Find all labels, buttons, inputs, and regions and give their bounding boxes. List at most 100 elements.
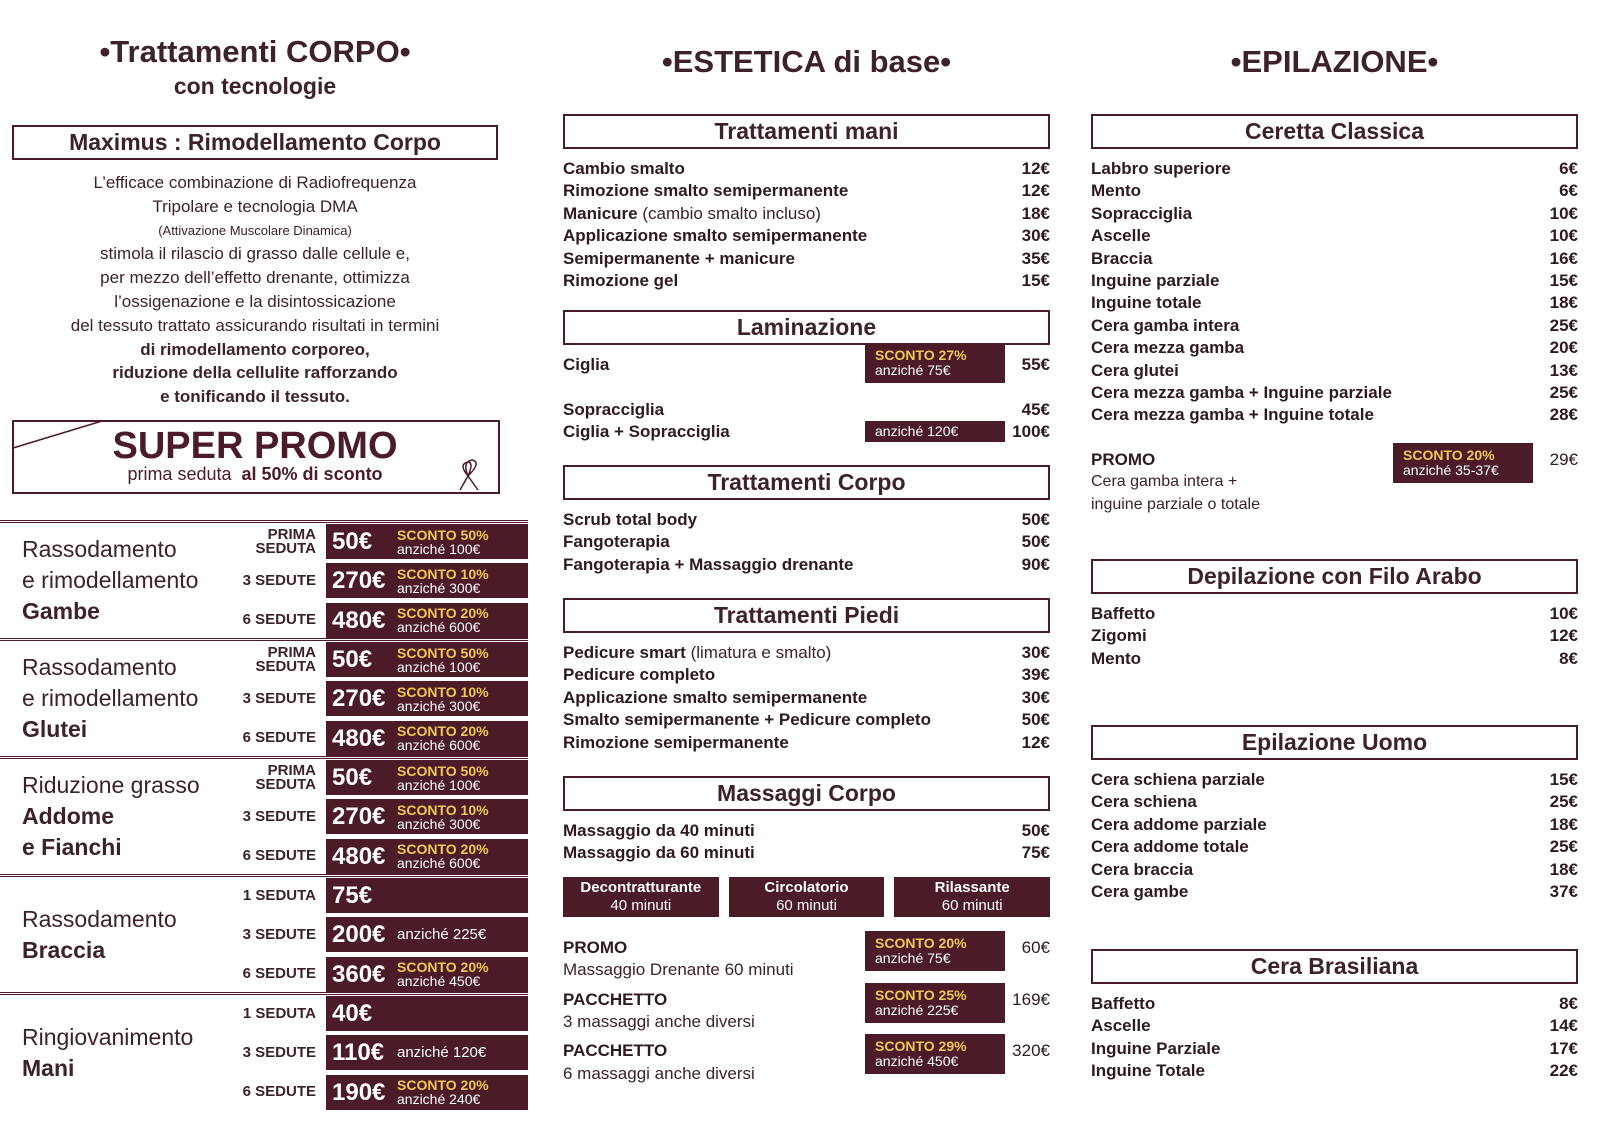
original-price: anziché 100€ (397, 776, 481, 793)
discount-label: SCONTO 20% (397, 1077, 489, 1094)
price: 50€ (332, 528, 373, 555)
treatment-name-bold: e Fianchi (22, 834, 122, 860)
treatment-name-bold: Addome (22, 803, 114, 829)
price-row: Rimozione gel 15€ (563, 270, 1050, 292)
description-line: l’ossigenazione e la disintossicazione (114, 291, 396, 311)
original-price: anziché 300€ (397, 579, 481, 596)
treatment-name-bold: Mani (22, 1054, 75, 1081)
original-price: anziché 240€ (397, 1091, 481, 1108)
discount-label: SCONTO 20% (397, 605, 489, 622)
item-name: Fangoterapia (563, 532, 670, 552)
price: 50€ (332, 764, 373, 791)
original-price: anziché 75€ (875, 949, 951, 966)
item-price: 30€ (1021, 226, 1050, 246)
item-price: 37€ (1549, 881, 1578, 901)
original-price: anziché 100€ (397, 658, 481, 675)
item-price: 50€ (1021, 821, 1050, 840)
section-heading: Cera Brasiliana (1091, 949, 1578, 984)
massage-type: Decontratturante 40 minuti (563, 876, 719, 917)
item-price: 18€ (1021, 203, 1050, 223)
price-row: Zigomi 12€ (1091, 625, 1578, 647)
discount-label: SCONTO 50% (397, 644, 489, 661)
price-box: 50€ SCONTO 50% anziché 100€ (326, 760, 528, 795)
massage-type-duration: 60 minuti (941, 896, 1003, 914)
treatment-row: 3 SEDUTE 270€ SCONTO 10% anziché 300€ (0, 562, 528, 599)
item-name: Cera schiena (1091, 792, 1197, 812)
item-price: 15€ (1549, 270, 1578, 290)
treatment-row: 6 SEDUTE 480€ SCONTO 20% anziché 600€ (0, 838, 528, 875)
original-price: anziché 225€ (397, 925, 487, 943)
treatment-row: PRIMA SEDUTA 50€ SCONTO 50% anziché 100€ (0, 641, 528, 678)
sessions-line: 3 SEDUTE (242, 571, 316, 589)
price-row: Pedicure completo 39€ (563, 664, 1050, 686)
item-price: 8€ (1559, 648, 1578, 668)
section: Trattamenti Corpo Scrub total body 50€ Fang… (563, 465, 1050, 576)
item-price: 12€ (1021, 732, 1050, 752)
original-price: anziché 600€ (397, 619, 481, 636)
price-box: 270€ SCONTO 10% anziché 300€ (326, 563, 528, 599)
price-row: Sopracciglia 45€ (563, 399, 1050, 421)
section-heading: Depilazione con Filo Arabo (1091, 559, 1578, 594)
sessions: 3 SEDUTE (243, 1034, 316, 1071)
sessions-line: 6 SEDUTE (242, 729, 316, 747)
price: 270€ (332, 567, 386, 595)
treatment-row: 3 SEDUTE 200€ anziché 225€ (0, 916, 528, 953)
item-price: 30€ (1021, 687, 1050, 707)
price-row: Cera mezza gamba + Inguine parziale 25€ (1091, 382, 1578, 404)
promo-text: 3 massaggi anche diversi (563, 1011, 755, 1031)
price: 190€ (332, 1078, 386, 1106)
description-line: del tessuto trattato assicurando risulta… (70, 315, 440, 335)
promo-row: PACCHETTO 6 massaggi anche diversi SCONTO … (563, 1034, 1050, 1089)
original-price: anziché 450€ (875, 1053, 959, 1070)
massage-type-duration: 40 minuti (610, 896, 672, 914)
discount-label: SCONTO 50% (397, 762, 489, 779)
price-box: 200€ anziché 225€ (326, 917, 528, 953)
item-price: 10€ (1549, 226, 1578, 246)
price-row: Baffetto 8€ (1091, 993, 1578, 1015)
discount-label: SCONTO 20% (397, 723, 489, 740)
item-name: Cera mezza gamba + Inguine parziale (1091, 382, 1392, 402)
item-price: 35€ (1021, 248, 1050, 268)
treatment-row: PRIMA SEDUTA 50€ SCONTO 50% anziché 100€ (0, 759, 528, 796)
discount-label: SCONTO 25% (875, 986, 967, 1003)
item-name: Ciglia (563, 355, 610, 374)
item-name: Braccia (1091, 248, 1153, 268)
description-line: Tripolare e tecnologia DMA (152, 196, 358, 216)
treatment-name: Riduzione grasso Addome e Fianchi (22, 759, 200, 874)
treatment-name: Rassodamento e rimodellamento Glutei (22, 641, 198, 756)
item-name: Mento (1091, 181, 1142, 201)
item-name: Massaggio da 40 minuti (563, 821, 755, 840)
item-name: Zigomi (1091, 626, 1147, 646)
discount-badge: SCONTO 29% anziché 450€ (865, 1034, 1005, 1075)
price-row: Ascelle 10€ (1091, 225, 1578, 247)
item-name: Pedicure completo (563, 665, 716, 685)
item-price: 6€ (1559, 181, 1578, 201)
item-name: Cera addome parziale (1091, 814, 1267, 834)
discount-badge: SCONTO 20% anziché 75€ (865, 930, 1005, 971)
item-name: Massaggio da 60 minuti (563, 843, 755, 863)
massage-type: Rilassante 60 minuti (894, 876, 1051, 917)
item-price: 17€ (1549, 1038, 1578, 1058)
discount-label: SCONTO 27% (875, 347, 967, 363)
sessions-line: 6 SEDUTE (242, 965, 316, 983)
promo-row: PROMO Cera gamba intera + inguine parziale… (1091, 442, 1578, 520)
price-box: 360€ SCONTO 20% anziché 450€ (326, 956, 528, 992)
item-price: 8€ (1559, 994, 1578, 1013)
price-box: 50€ SCONTO 50% anziché 100€ (326, 524, 528, 559)
treatment-group: Rassodamento Braccia 1 SEDUTA 75€ 3 SEDUTE 20… (0, 874, 528, 992)
price-row: Braccia 16€ (1091, 248, 1578, 270)
discount: SCONTO 50% anziché 100€ (397, 642, 489, 677)
treatment-group: Rassodamento e rimodellamento Gambe PRIMA SE… (0, 520, 528, 638)
discount: SCONTO 20% anziché 450€ (397, 957, 489, 992)
sessions: PRIMA SEDUTA (255, 523, 316, 560)
sessions-line: PRIMA (267, 525, 316, 543)
section: Massaggi Corpo Massaggio da 40 minuti 50€ M… (563, 776, 1051, 1089)
discount: SCONTO 10% anziché 300€ (397, 563, 489, 598)
treatment-row: 3 SEDUTE 110€ anziché 120€ (0, 1034, 528, 1071)
promo-label: PACCHETTO (563, 989, 668, 1009)
item-price: 30€ (1021, 643, 1050, 662)
massage-type-duration: 60 minuti (776, 896, 837, 914)
price-row: Mento 8€ (1091, 648, 1578, 670)
item-price: 25€ (1549, 837, 1578, 857)
